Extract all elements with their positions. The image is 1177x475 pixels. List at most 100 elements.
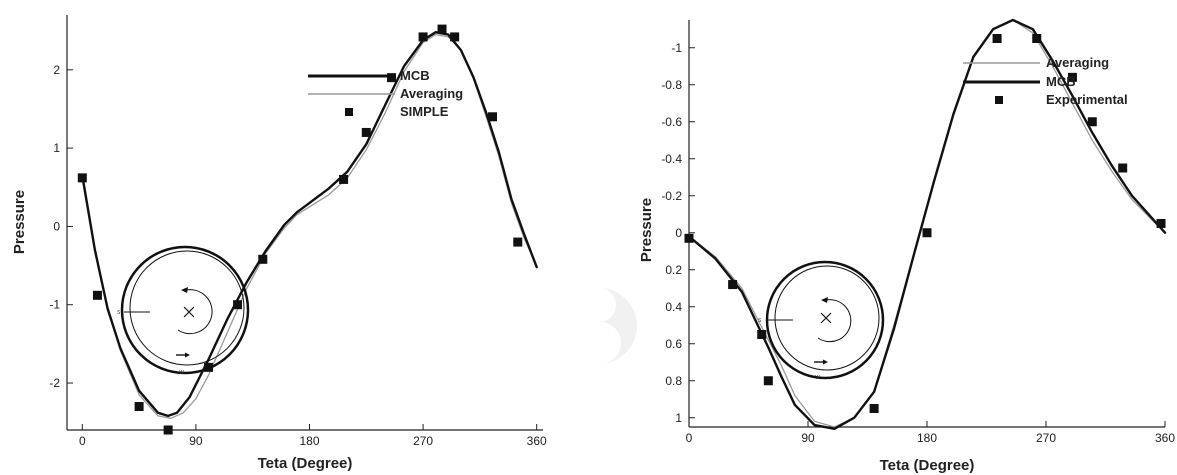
left-legend-label-mcb: MCB xyxy=(400,68,430,83)
faint-background-glyph xyxy=(598,287,638,364)
right-y-tick-label: 0.2 xyxy=(665,263,682,277)
left-legend-label-averaging: Averaging xyxy=(400,86,463,101)
left-legend: MCB Averaging SIMPLE xyxy=(308,68,463,119)
left-simple-point xyxy=(437,24,447,34)
right-inset-outer-ring xyxy=(765,260,885,380)
left-x-tick-label: 270 xyxy=(413,434,433,448)
right-y-tick-label: -0.6 xyxy=(661,115,682,129)
left-y-tick-label: 1 xyxy=(53,141,60,155)
right-legend: Averaging MCB Experimental xyxy=(963,55,1128,107)
right-y-ticks: -1 -0.8 -0.6 -0.4 -0.2 0 0.2 0.4 0.6 0.8 1 xyxy=(661,41,695,425)
left-simple-point xyxy=(163,425,173,435)
left-inset-outer-ring xyxy=(120,245,250,375)
right-experimental-point xyxy=(757,330,767,339)
left-series-layer xyxy=(77,24,538,435)
left-y-tick-label: 2 xyxy=(53,63,60,77)
right-inset-inner-ring xyxy=(774,265,880,371)
right-inset-cross-icon xyxy=(820,312,832,324)
right-x-tick-label: 0 xyxy=(686,431,693,445)
right-y-tick-label: -0.4 xyxy=(661,152,682,166)
left-simple-point xyxy=(418,32,428,42)
right-inset-arrowhead-icon xyxy=(821,297,828,303)
right-experimental-point xyxy=(1032,34,1042,43)
left-inset-bottom-arrowhead-icon xyxy=(185,352,190,358)
left-y-tick-label: 0 xyxy=(53,219,60,233)
left-chart: 0 90 180 270 360 -2 -1 0 1 2 Teta (Degree) Press… xyxy=(11,15,547,472)
right-experimental-point xyxy=(1087,117,1097,127)
left-simple-point xyxy=(92,290,102,300)
left-y-tick-label: -2 xyxy=(49,376,60,390)
right-axes xyxy=(688,20,1165,428)
left-legend-label-simple: SIMPLE xyxy=(400,104,449,119)
left-simple-point xyxy=(513,237,523,247)
left-x-tick-label: 90 xyxy=(189,434,203,448)
right-y-axis-title: Pressure xyxy=(638,198,655,262)
right-inset-label-w: W xyxy=(815,375,820,381)
right-legend-label-experimental: Experimental xyxy=(1046,92,1128,107)
left-inset-cross-icon xyxy=(183,306,195,318)
right-experimental-point xyxy=(684,233,694,243)
right-inset-diagram xyxy=(765,260,885,380)
right-series-mcb-line xyxy=(687,18,1167,430)
right-x-ticks: 0 90 180 270 360 xyxy=(686,421,1175,445)
left-simple-point xyxy=(258,254,268,264)
left-x-tick-label: 360 xyxy=(527,434,547,448)
right-y-tick-label: -0.2 xyxy=(661,189,682,203)
right-inset-label-s: S xyxy=(758,318,762,324)
right-y-tick-label: -0.8 xyxy=(661,78,682,92)
right-experimental-point xyxy=(922,228,932,238)
right-chart: 0 90 180 270 360 -1 -0.8 -0.6 -0.4 -0.2 0 0.2 0.4 0.… xyxy=(638,18,1175,474)
right-y-tick-label: -1 xyxy=(671,41,682,55)
right-y-tick-label: 0.6 xyxy=(665,337,682,351)
left-y-axis-title: Pressure xyxy=(11,190,28,254)
left-series-averaging-line xyxy=(81,33,538,419)
left-series-mcb-line xyxy=(81,31,538,418)
left-simple-point xyxy=(134,402,144,412)
left-inset-rotation-arrow-icon xyxy=(177,289,213,335)
right-experimental-point xyxy=(728,280,738,290)
right-inset-bottom-arrowhead-icon xyxy=(823,359,828,365)
left-simple-point xyxy=(488,112,498,122)
left-simple-point xyxy=(339,174,349,184)
left-inset-label-w: W xyxy=(179,370,184,376)
right-x-axis-title: Teta (Degree) xyxy=(880,457,975,474)
right-inset-rotation-arrow-icon xyxy=(817,299,852,343)
left-simple-point xyxy=(387,73,397,83)
left-inset-inner-ring xyxy=(129,250,245,366)
left-x-axis-title: Teta (Degree) xyxy=(258,455,353,472)
right-experimental-point xyxy=(869,404,879,413)
right-x-tick-label: 360 xyxy=(1155,431,1175,445)
right-experimental-point xyxy=(1118,163,1128,173)
right-x-tick-label: 90 xyxy=(801,431,815,445)
right-legend-swatch-experimental xyxy=(995,96,1003,104)
left-y-ticks: -2 -1 0 1 2 xyxy=(49,63,73,390)
right-y-tick-label: 0.4 xyxy=(665,300,682,314)
left-x-ticks: 0 90 180 270 360 xyxy=(79,424,547,448)
right-legend-label-averaging: Averaging xyxy=(1046,55,1109,70)
left-simple-point xyxy=(233,300,243,310)
left-simple-point xyxy=(450,32,460,42)
right-experimental-point xyxy=(1156,219,1166,228)
right-experimental-point xyxy=(992,34,1002,43)
left-inset-arrowhead-icon xyxy=(181,287,188,293)
right-x-tick-label: 270 xyxy=(1036,431,1056,445)
right-x-tick-label: 180 xyxy=(917,431,937,445)
right-legend-label-mcb: MCB xyxy=(1046,74,1076,89)
right-experimental-point xyxy=(1067,72,1077,82)
right-y-tick-label: 1 xyxy=(675,411,682,425)
left-x-tick-label: 180 xyxy=(299,434,319,448)
left-legend-swatch-simple xyxy=(345,108,353,116)
left-axes xyxy=(66,15,543,431)
left-simple-point xyxy=(361,127,371,137)
left-simple-point xyxy=(77,173,87,183)
right-series-layer xyxy=(684,18,1167,430)
right-y-tick-label: 0.8 xyxy=(665,374,682,388)
right-y-tick-label: 0 xyxy=(675,226,682,240)
left-inset-diagram xyxy=(120,245,250,375)
left-x-tick-label: 0 xyxy=(79,434,86,448)
left-y-tick-label: -1 xyxy=(49,298,60,312)
left-inset-label-s: S xyxy=(117,310,121,316)
right-series-averaging-line xyxy=(688,19,1166,428)
right-experimental-point xyxy=(763,376,773,386)
